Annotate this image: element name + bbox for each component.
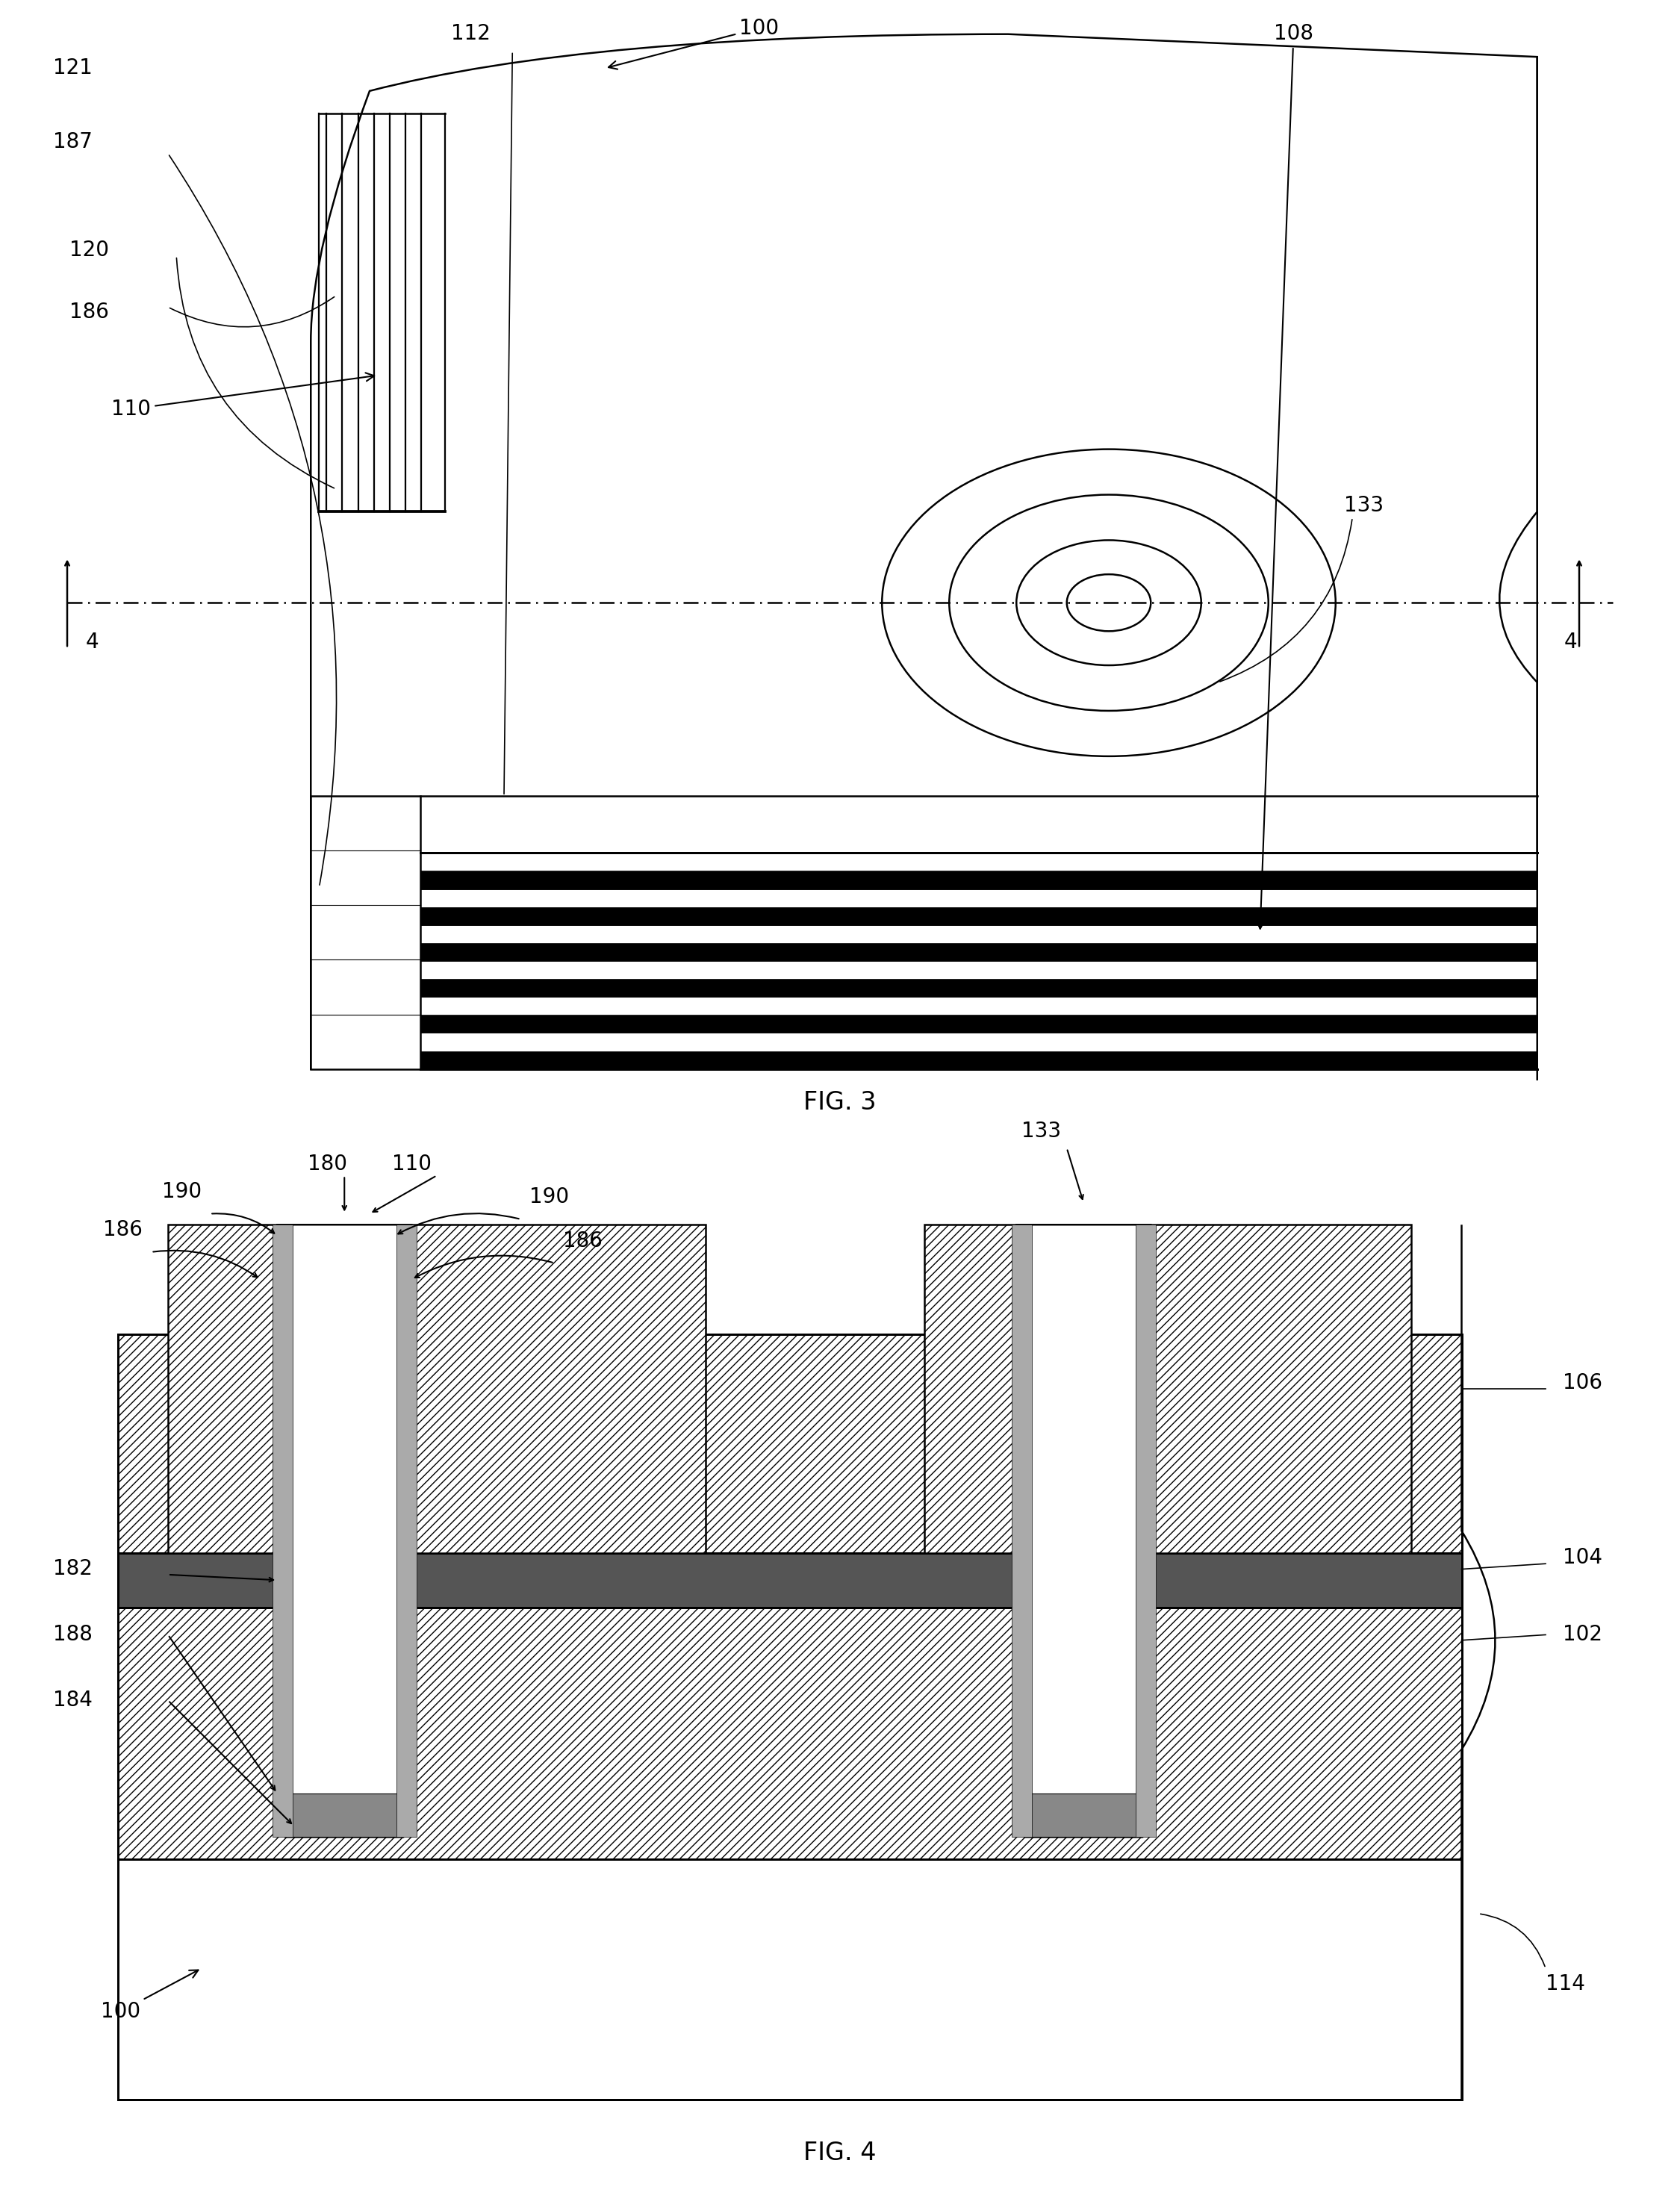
Text: 190: 190 [529,1185,570,1207]
Text: FIG. 4: FIG. 4 [803,2141,877,2165]
Bar [420,870,1537,888]
Bar [420,1032,1537,1052]
Text: 188: 188 [54,1623,92,1645]
Text: 121: 121 [54,57,92,79]
Bar [118,1607,1462,1859]
Bar [420,943,1537,960]
PathPatch shape [311,35,1537,1069]
Text: 106: 106 [1562,1371,1603,1393]
Text: 182: 182 [54,1557,92,1579]
Text: 184: 184 [54,1688,92,1710]
Text: 190: 190 [161,1181,202,1203]
Bar [420,960,1537,980]
Text: 100: 100 [608,17,780,70]
Text: 110: 110 [111,372,375,420]
Bar [118,1553,1462,1607]
Bar [118,1859,1462,2100]
Bar [396,1225,417,1837]
Bar [1025,1793,1142,1837]
Text: 186: 186 [71,302,109,324]
Text: 102: 102 [1562,1623,1603,1645]
Text: 133: 133 [1344,494,1384,516]
Bar [286,1793,403,1837]
Text: 114: 114 [1546,1973,1586,1995]
Bar [420,888,1537,908]
Bar [420,925,1537,943]
Bar [420,980,1537,997]
Bar [272,1225,292,1837]
Bar [420,1052,1537,1069]
Text: 180: 180 [307,1153,348,1174]
Bar [420,853,1537,870]
Text: 100: 100 [101,1970,198,2023]
Text: 104: 104 [1562,1546,1603,1568]
Bar [924,1225,1411,1553]
Bar [420,908,1537,925]
Text: 133: 133 [1021,1120,1062,1142]
Bar [118,1334,1462,1553]
Bar [311,796,420,1069]
Bar [420,1015,1537,1032]
Text: 120: 120 [69,238,109,260]
Text: 186: 186 [563,1229,603,1251]
Bar [1136,1225,1156,1837]
Text: FIG. 3: FIG. 3 [803,1089,877,1115]
Text: 112: 112 [450,24,491,44]
Text: 4: 4 [86,632,99,652]
Text: 186: 186 [104,1218,143,1240]
Bar [1011,1225,1032,1837]
Polygon shape [1016,1225,1151,1837]
Bar [168,1225,706,1553]
Text: 110: 110 [391,1153,432,1174]
Bar [420,997,1537,1015]
Polygon shape [277,1225,412,1837]
Text: 4: 4 [1564,632,1578,652]
Text: 108: 108 [1257,24,1314,929]
Text: 187: 187 [54,131,92,153]
